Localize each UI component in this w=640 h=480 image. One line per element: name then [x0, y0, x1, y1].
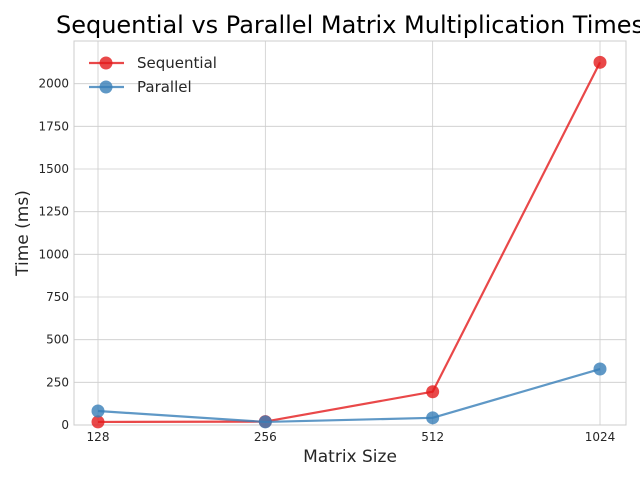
- legend-label: Sequential: [137, 54, 217, 72]
- plot-frame: [73, 40, 627, 426]
- sequential-marker: [426, 385, 440, 399]
- series-sequential: [91, 55, 607, 429]
- y-tick-label: 750: [46, 290, 69, 304]
- y-tick-label: 250: [46, 375, 69, 389]
- series-layer: [91, 55, 607, 429]
- y-tick-label: 1750: [38, 119, 69, 133]
- grid: [74, 41, 626, 426]
- x-axis: 128 256 512 1024: [87, 430, 616, 444]
- y-tick-label: 2000: [38, 77, 69, 91]
- legend-item-sequential: Sequential: [89, 54, 217, 72]
- x-axis-label: Matrix Size: [303, 447, 397, 467]
- y-tick-label: 1500: [38, 162, 69, 176]
- sequential-marker: [593, 55, 607, 69]
- x-tick-label: 512: [421, 430, 444, 444]
- sequential-marker: [91, 415, 105, 429]
- sequential-line: [97, 61, 601, 424]
- y-tick-label: 1250: [38, 205, 69, 219]
- y-tick-label: 0: [61, 418, 69, 432]
- x-tick-label: 1024: [585, 430, 616, 444]
- parallel-marker: [426, 411, 440, 425]
- series-parallel: [91, 362, 607, 429]
- legend-item-parallel: Parallel: [89, 78, 192, 96]
- y-axis-label: Time (ms): [13, 190, 33, 277]
- legend-label: Parallel: [137, 78, 192, 96]
- parallel-marker: [593, 362, 607, 376]
- y-axis: 0 250 500 750 1000 1250 1500 1750 2000: [38, 77, 69, 432]
- parallel-marker: [258, 415, 272, 429]
- legend-marker: [99, 80, 113, 94]
- legend-marker: [99, 56, 113, 70]
- x-tick-label: 256: [254, 430, 277, 444]
- y-tick-label: 500: [46, 333, 69, 347]
- chart-title: Sequential vs Parallel Matrix Multiplica…: [56, 11, 640, 39]
- y-tick-label: 1000: [38, 247, 69, 261]
- parallel-marker: [91, 404, 105, 418]
- parallel-line: [97, 367, 601, 424]
- x-tick-label: 128: [87, 430, 110, 444]
- legend: Sequential Parallel: [89, 54, 217, 96]
